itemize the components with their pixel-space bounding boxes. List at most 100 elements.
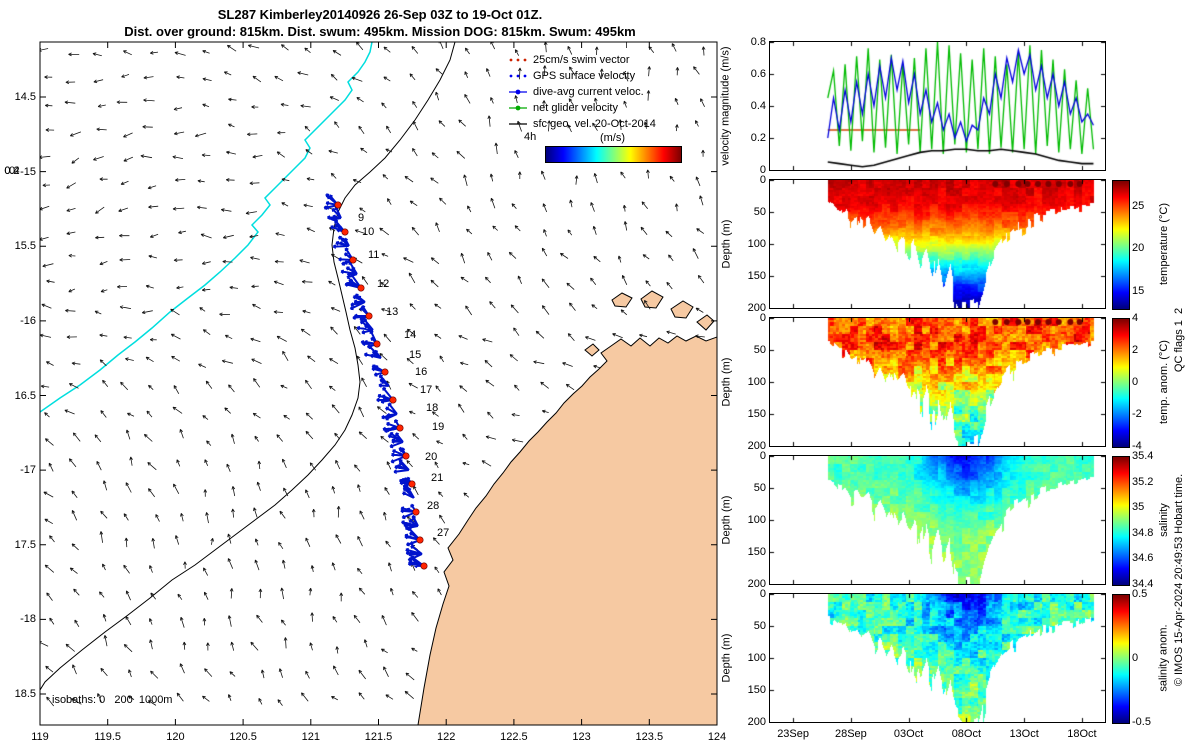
legend-item-label: sfc geo. vel. 20-Oct-2014 (533, 118, 656, 130)
velocity-tick-label: 0.2 (750, 132, 766, 144)
current-vector-field (40, 42, 706, 707)
waypoint-label: 12 (377, 278, 389, 290)
lon-tick-label: 120 (166, 731, 185, 743)
lon-tick-label: 121 (301, 731, 320, 743)
depth-tick-label: 150 (747, 270, 766, 282)
cbar-tick-label: 34.6 (1132, 552, 1154, 565)
map-panel: 9 10 11 12 13 14 15 16 17 18 19 20 21 28 27 (39, 41, 718, 726)
cbar-label-1: temperature (°C) (1156, 180, 1172, 308)
map-colorbar-tick-label: 0 (8, 165, 16, 177)
velocity-ylabel-text: velocity magnitude (m/s) (720, 46, 732, 166)
colorbar-temperature (°C) (1112, 180, 1130, 310)
velocity-tick-label: 0.4 (750, 100, 766, 112)
cbar-label-2-text: temp. anom. (°C) (1158, 340, 1170, 424)
gps-surfacing-dot (389, 396, 397, 404)
cbar-tick-label: 20 (1132, 242, 1145, 255)
gps-surfacing-dot (416, 536, 424, 544)
legend-marker-icon (509, 89, 527, 95)
island-polygon (640, 290, 664, 309)
depth-tick-label: 200 (747, 578, 766, 590)
waypoint-label: 14 (404, 329, 416, 341)
map-colorbar-title: (m/s) (599, 132, 626, 144)
dive-avg-current-vectors (323, 193, 425, 569)
depth-tick-label: 50 (753, 620, 766, 632)
depth-tick-label: 0 (759, 450, 766, 462)
island-polygon (584, 343, 600, 357)
lat-tick-label: 17.5 (14, 538, 36, 551)
island-polygon (611, 292, 633, 308)
colorbar-temp. anom. (°C) (1112, 318, 1130, 448)
colorbar-salinity (1112, 456, 1130, 586)
legend-item-label: dive-avg current veloc. (533, 86, 644, 98)
waypoint-label: 21 (431, 472, 443, 484)
waypoint-label: 27 (437, 527, 449, 539)
lon-tick-label: 124 (707, 731, 727, 743)
waypoint-label: 9 (358, 212, 364, 224)
figure-title-line2: Dist. over ground: 815km. Dist. swum: 49… (124, 24, 636, 39)
legend-4h-label: 4h (524, 131, 537, 143)
cbar-tick-label: 0.5 (1132, 588, 1148, 600)
island-polygon (670, 300, 694, 319)
depth-tick-label: 100 (747, 514, 766, 526)
section-panel-3 (769, 455, 1106, 585)
gps-surfacing-dot (408, 480, 416, 488)
legend-item: sfc geo. vel. 20-Oct-2014 (508, 116, 656, 132)
cbar-label-1-text: temperature (°C) (1158, 202, 1171, 286)
waypoint-label: 13 (386, 306, 398, 318)
time-tick-label: 28Sep (834, 728, 867, 740)
depth-tick-label: 0 (759, 588, 766, 600)
time-tick-label: 23Sep (777, 728, 809, 740)
section-panel-1-canvas (770, 180, 1105, 308)
legend-marker-icon (509, 58, 527, 62)
cbar-tick-label: -2 (1132, 408, 1142, 420)
map-svg: 9 10 11 12 13 14 15 16 17 18 19 20 21 28 27 (39, 41, 718, 726)
gps-surfacing-dot (349, 256, 357, 264)
colorbar-salinity anom. (1112, 594, 1130, 724)
section-panel-2-canvas (770, 318, 1105, 446)
gps-surfacing-dot (396, 424, 404, 432)
legend-item: dive-avg current veloc. (508, 84, 656, 100)
depth-tick-label: 0 (759, 174, 766, 186)
island-polygon (696, 314, 715, 331)
waypoint-label: 28 (427, 500, 439, 512)
isobaths-label: isobaths: 0 200 1000m (52, 694, 173, 706)
cbar-tick-label: 34.8 (1132, 526, 1154, 539)
depth-ylabel-3: Depth (m) (718, 456, 734, 584)
depth-ylabel-2-text: Depth (m) (720, 357, 732, 407)
waypoint-label: 10 (362, 226, 374, 238)
legend-item-label: net glider velocity (533, 102, 618, 114)
cbar-tick-label: 34.4 (1132, 578, 1154, 590)
section-panel-3-canvas (770, 456, 1105, 584)
lon-tick-label: 122 (437, 731, 456, 743)
cbar-tick-label: -4 (1132, 440, 1142, 452)
legend-marker-icon (509, 123, 527, 125)
gps-surfacing-dot (402, 452, 410, 460)
velocity-tick-label: 0.8 (750, 36, 766, 48)
legend-marker-icon (509, 74, 527, 78)
map-colorbar (545, 146, 682, 163)
cbar-tick-label: 35.2 (1132, 475, 1154, 488)
section-panel-4 (769, 593, 1106, 723)
depth-tick-label: 200 (747, 716, 766, 728)
cbar-tick-label: -0.5 (1132, 716, 1151, 728)
cbar-tick-label: 4 (1132, 312, 1139, 324)
gps-surfacing-dot (373, 340, 381, 348)
section-panel-1 (769, 179, 1106, 309)
cbar-tick-label: 15 (1132, 284, 1145, 297)
cbar-tick-label: 2 (1132, 344, 1139, 356)
depth-tick-label: 0 (759, 312, 766, 324)
gps-surfacing-dot (341, 228, 349, 236)
lat-tick-label: 14.5 (14, 91, 36, 103)
isobath-1000-line (40, 42, 373, 413)
depth-tick-label: 50 (753, 482, 766, 494)
gps-surfacing-dot (334, 201, 342, 209)
time-tick-label: 18Oct (1067, 728, 1097, 740)
cbar-tick-label: 0 (1132, 652, 1139, 664)
legend-item: 25cm/s swim vector (508, 52, 656, 68)
lon-tick-label: 121.5 (364, 731, 393, 743)
cbar-label-3: salinity (1156, 456, 1172, 584)
velocity-ylabel: velocity magnitude (m/s) (718, 42, 734, 170)
depth-tick-label: 150 (747, 546, 766, 558)
depth-ylabel-1: Depth (m) (718, 180, 734, 308)
waypoint-label: 17 (420, 384, 432, 396)
